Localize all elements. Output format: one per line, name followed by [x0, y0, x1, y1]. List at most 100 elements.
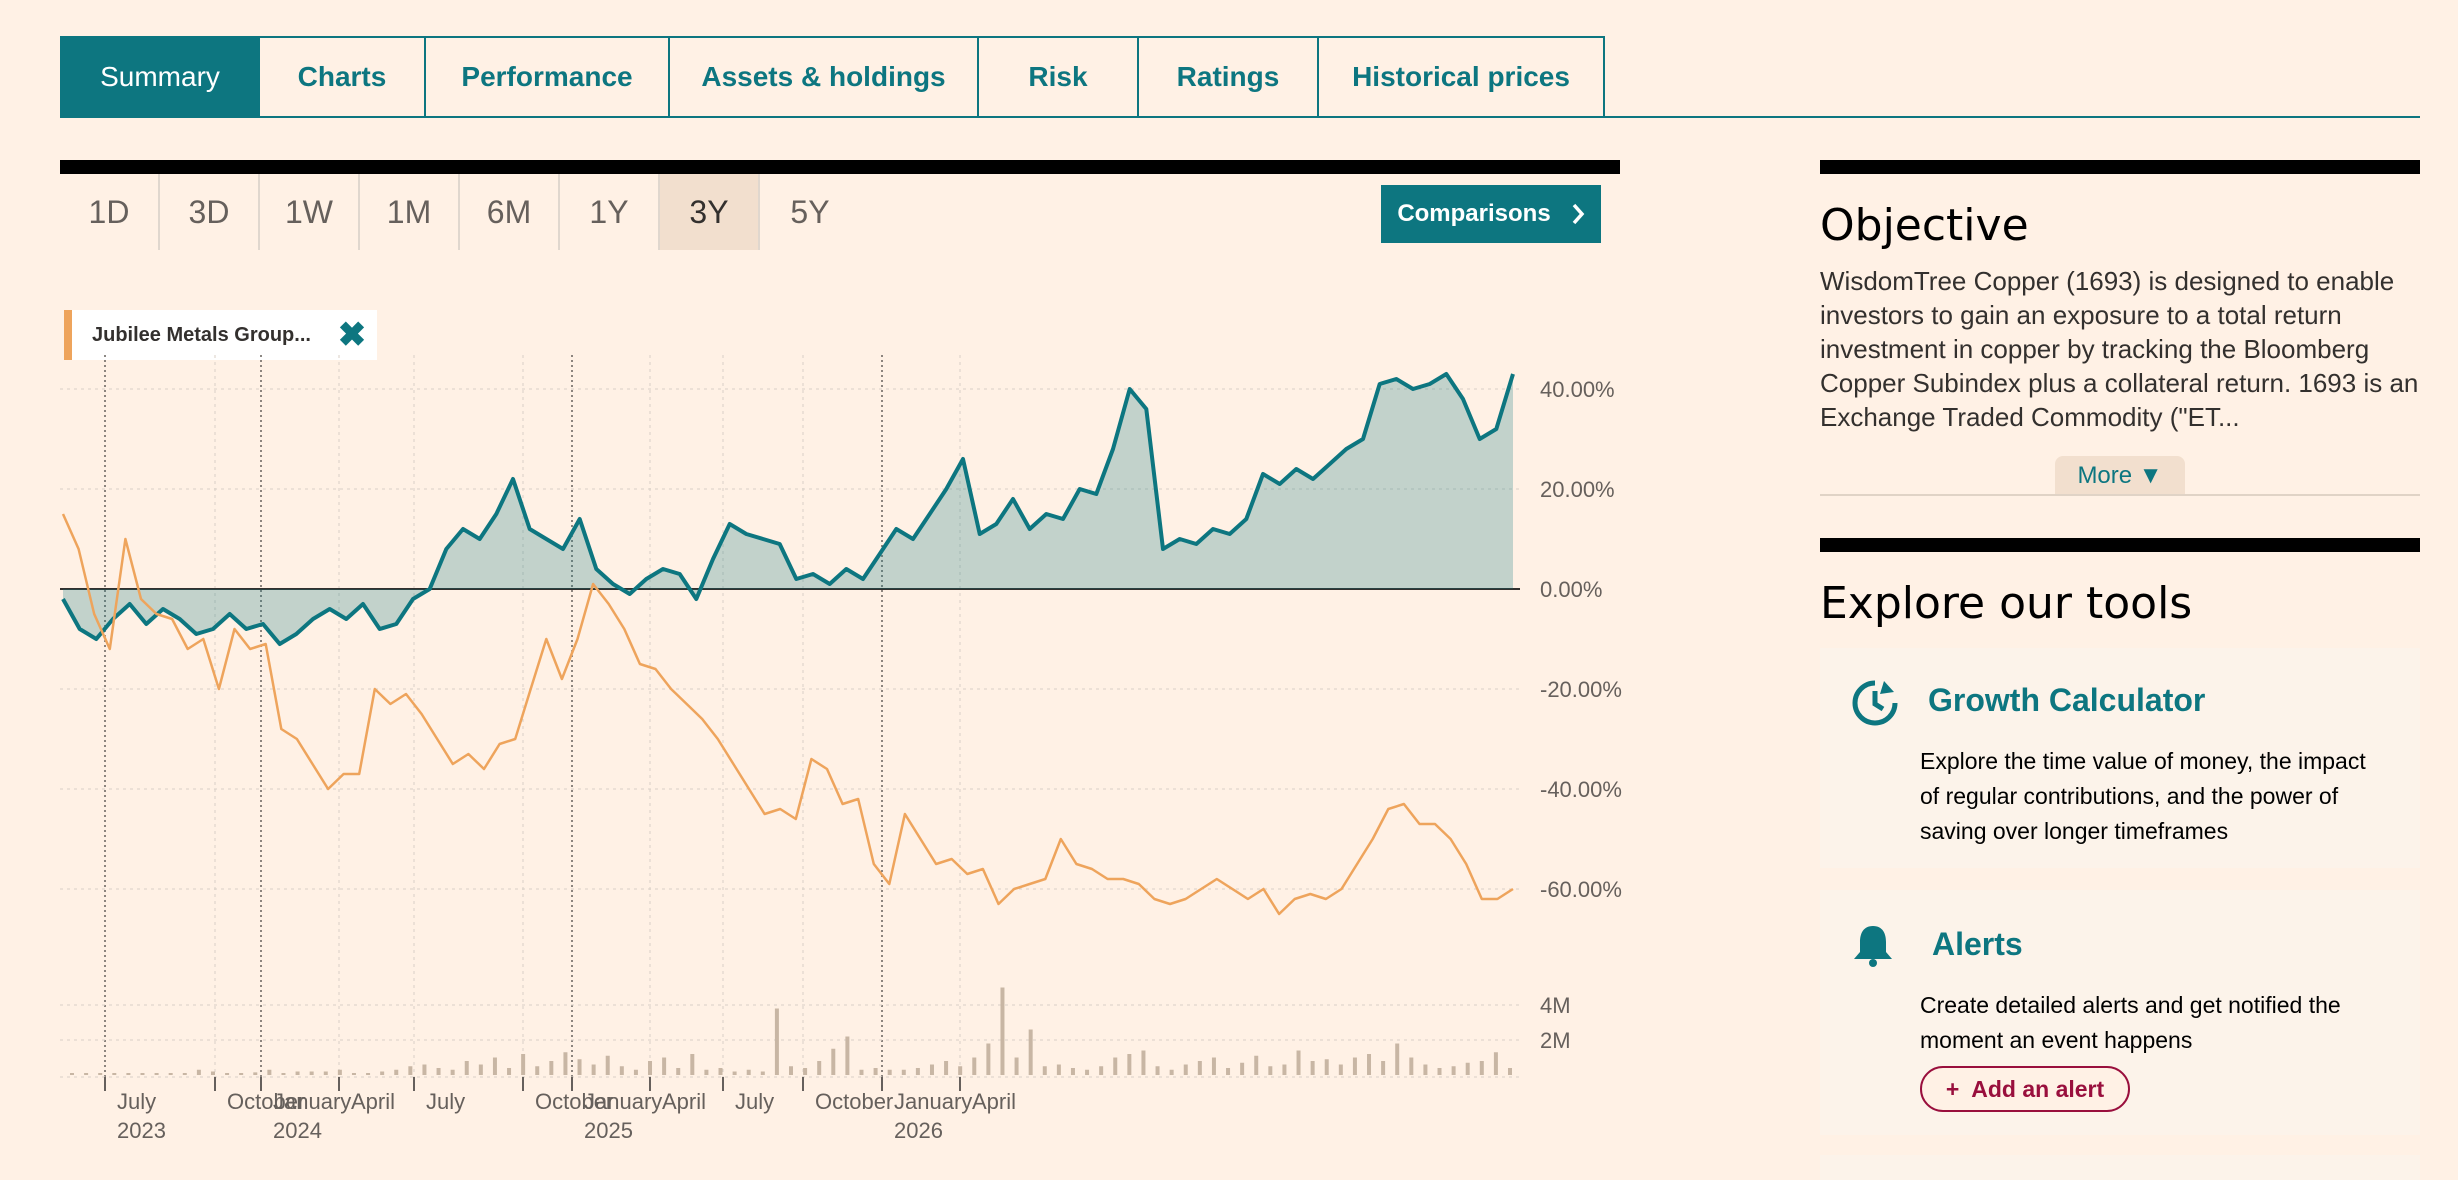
volume-bar	[1282, 1064, 1287, 1075]
volume-bar	[1395, 1043, 1400, 1075]
tab-performance[interactable]: Performance	[426, 36, 670, 118]
objective-text: WisdomTree Copper (1693) is designed to …	[1820, 266, 2419, 432]
volume-bar	[436, 1068, 441, 1075]
volume-bar	[1169, 1069, 1174, 1075]
volume-bar	[225, 1073, 230, 1075]
tab-historical-prices[interactable]: Historical prices	[1319, 36, 1605, 118]
range-1d[interactable]: 1D	[60, 174, 160, 250]
volume-tick-label: 2M	[1540, 1028, 1571, 1053]
volume-bar	[1381, 1061, 1386, 1075]
growth-calculator-card[interactable]: Growth Calculator Explore the time value…	[1820, 648, 2420, 868]
volume-bar	[648, 1061, 653, 1075]
volume-bar	[915, 1068, 920, 1075]
clock-refresh-icon	[1852, 680, 1898, 726]
volume-bar	[1056, 1064, 1061, 1075]
range-6m[interactable]: 6M	[460, 174, 560, 250]
volume-bar	[84, 1073, 89, 1075]
volume-bar	[1113, 1057, 1118, 1075]
tab-charts[interactable]: Charts	[260, 36, 426, 118]
tab-risk[interactable]: Risk	[979, 36, 1139, 118]
y-tick-label: -60.00%	[1540, 877, 1622, 902]
add-alert-button[interactable]: + Add an alert	[1920, 1066, 2130, 1112]
volume-bar	[267, 1069, 272, 1075]
tab-assets-holdings[interactable]: Assets & holdings	[670, 36, 979, 118]
volume-bar	[351, 1073, 356, 1075]
x-tick-year: 2023	[117, 1118, 166, 1143]
volume-bar	[140, 1073, 145, 1075]
volume-bar	[1508, 1068, 1512, 1075]
volume-bar	[563, 1052, 568, 1075]
volume-bar	[1099, 1066, 1104, 1075]
volume-bar	[929, 1064, 934, 1075]
volume-bar	[196, 1069, 201, 1075]
series-area-0	[63, 374, 1513, 644]
volume-bar	[774, 1008, 779, 1075]
y-tick-label: 0.00%	[1540, 577, 1602, 602]
x-tick-month: January	[894, 1089, 972, 1114]
tabs-underline	[60, 116, 2420, 118]
volume-bar	[1085, 1069, 1090, 1075]
volume-bar	[154, 1073, 159, 1075]
volume-bar	[1465, 1062, 1470, 1075]
volume-bar	[1423, 1064, 1428, 1075]
alerts-title[interactable]: Alerts	[1932, 926, 2023, 962]
x-tick-month: July	[735, 1089, 774, 1114]
chart-top-rule	[60, 160, 1620, 174]
tab-ratings[interactable]: Ratings	[1139, 36, 1319, 118]
volume-bar	[70, 1073, 74, 1075]
price-chart[interactable]: 40.00% 20.00% 0.00% -20.00% -40.00% -60.00% 4M…	[60, 355, 1640, 1155]
series-line-1	[61, 513, 1514, 916]
volume-bar	[239, 1073, 244, 1075]
alerts-text: Create detailed alerts and get notified …	[1920, 992, 2341, 1053]
volume-bar	[464, 1061, 469, 1075]
volume-bar	[253, 1072, 258, 1075]
y-tick-label: -20.00%	[1540, 677, 1622, 702]
x-tick-month: April	[972, 1089, 1016, 1114]
close-icon[interactable]: ✖	[337, 316, 367, 354]
growth-calculator-text: Explore the time value of money, the imp…	[1920, 748, 2366, 844]
volume-bar	[408, 1066, 413, 1075]
volume-bar	[1493, 1052, 1498, 1075]
growth-calculator-title[interactable]: Growth Calculator	[1928, 682, 2206, 718]
volume-bar	[98, 1073, 103, 1075]
range-3d[interactable]: 3D	[160, 174, 260, 250]
range-1m[interactable]: 1M	[360, 174, 460, 250]
more-button[interactable]: More ▼	[2055, 456, 2185, 496]
range-5y[interactable]: 5Y	[790, 193, 830, 230]
volume-bar	[746, 1069, 751, 1075]
volume-bar	[972, 1057, 977, 1075]
volume-bar	[577, 1059, 582, 1075]
x-tick-year: 2026	[894, 1118, 943, 1143]
volume-bar	[1352, 1057, 1357, 1075]
volume-bar	[549, 1061, 554, 1075]
x-tick-month: January	[584, 1089, 662, 1114]
volume-bar	[507, 1068, 512, 1075]
volume-bar	[1310, 1061, 1315, 1075]
volume-bar	[1479, 1061, 1484, 1075]
tools-top-rule	[1820, 538, 2420, 552]
volume-bar	[168, 1073, 173, 1075]
volume-bar	[1240, 1062, 1245, 1075]
volume-bar	[605, 1055, 610, 1075]
range-1w[interactable]: 1W	[260, 174, 360, 250]
volume-bar	[182, 1073, 187, 1075]
x-tick-month: October	[815, 1089, 893, 1114]
range-3y[interactable]: 3Y	[660, 174, 760, 250]
volume-bar	[1324, 1059, 1329, 1075]
volume-bar	[295, 1071, 300, 1075]
volume-bar	[1367, 1054, 1372, 1075]
chevron-right-icon	[1572, 203, 1585, 225]
volume-bar	[676, 1068, 681, 1075]
range-1y[interactable]: 1Y	[560, 174, 660, 250]
volume-bar	[1028, 1029, 1033, 1075]
volume-bar	[1155, 1066, 1160, 1075]
tab-summary[interactable]: Summary	[60, 36, 260, 118]
volume-bar	[478, 1064, 483, 1075]
bell-icon	[1854, 926, 1892, 967]
volume-bar	[1296, 1050, 1301, 1075]
volume-bar	[1451, 1066, 1456, 1075]
volume-bar	[789, 1066, 793, 1075]
volume-bar	[323, 1071, 328, 1075]
volume-bar	[1211, 1057, 1216, 1075]
comparisons-button[interactable]: Comparisons	[1381, 185, 1601, 243]
